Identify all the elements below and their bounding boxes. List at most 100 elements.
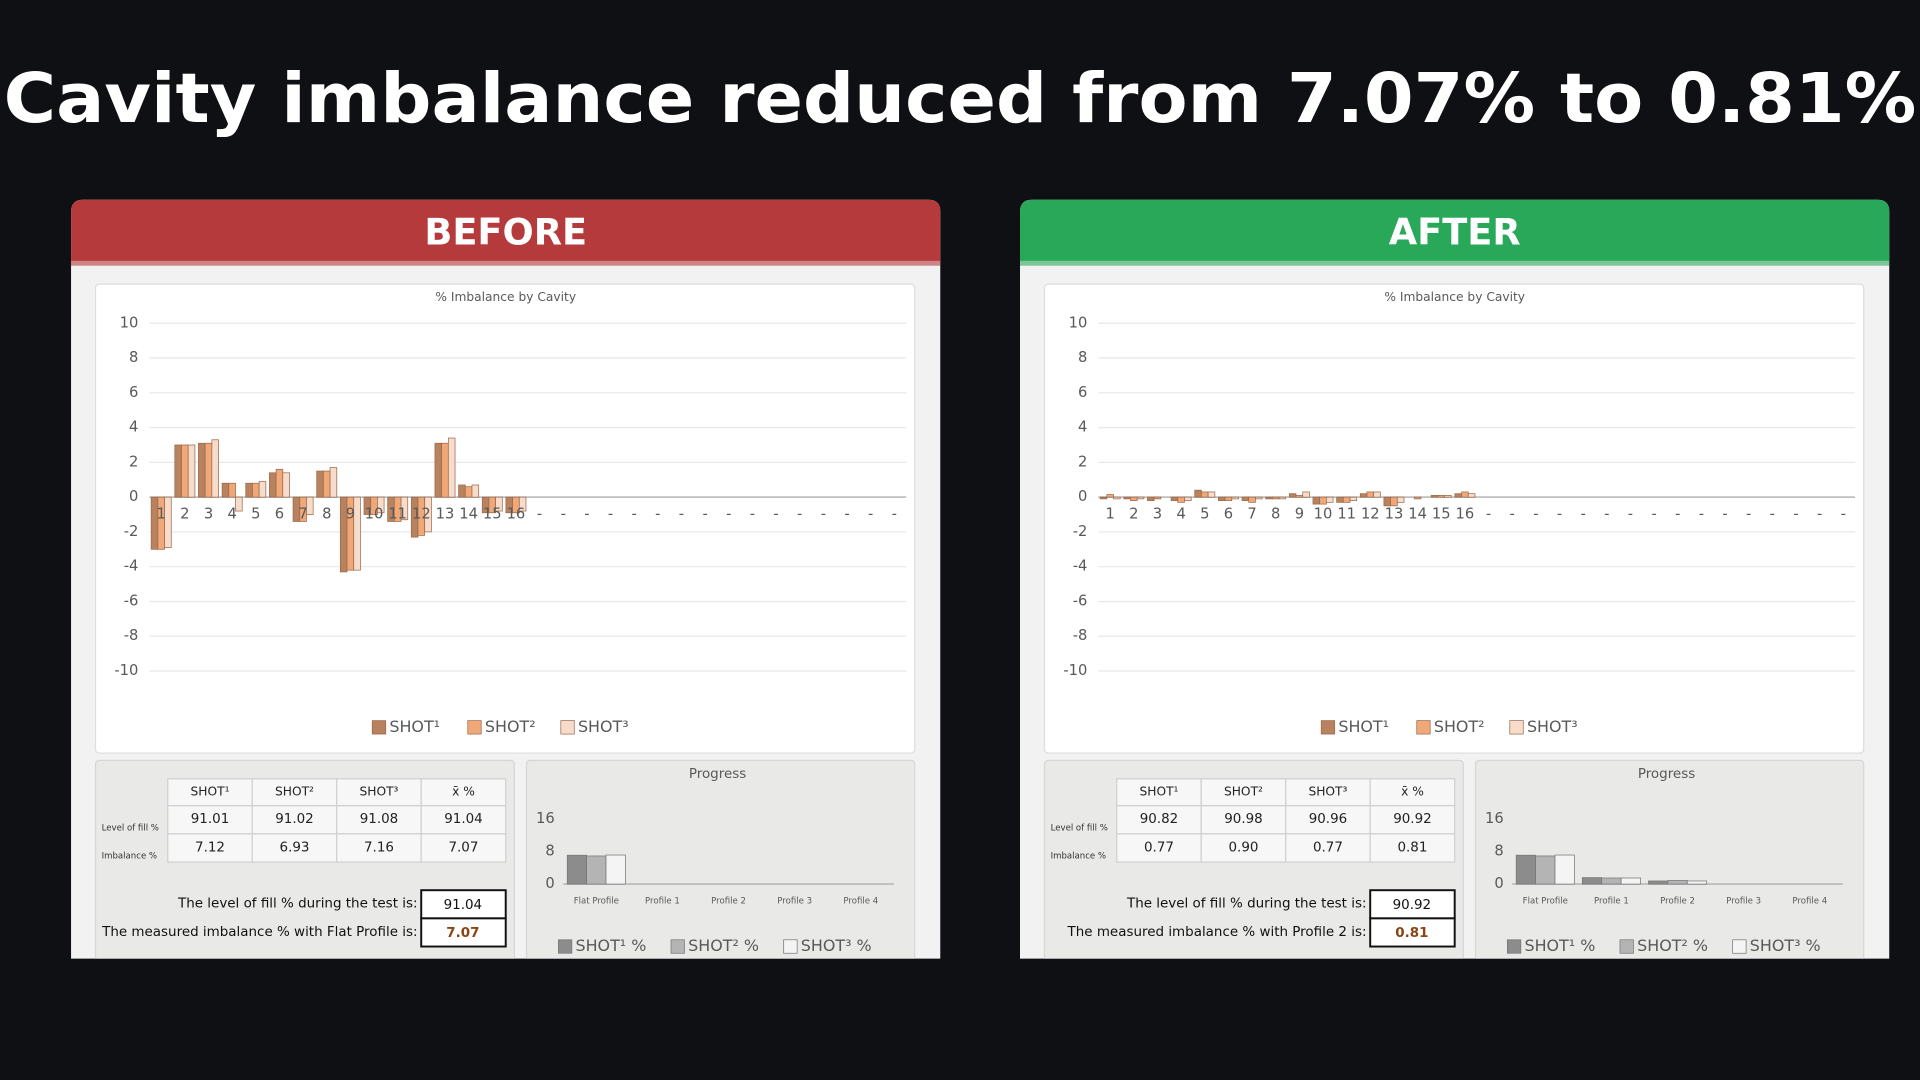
bar (316, 470, 324, 498)
table-header: SHOT³ (1308, 785, 1347, 799)
x-tick-label: 9 (346, 505, 355, 522)
bar (566, 854, 587, 885)
summary-text: The measured imbalance % with Flat Profi… (101, 925, 417, 940)
bar (1349, 496, 1358, 501)
bar (1342, 496, 1351, 503)
table-value: 0.90 (1228, 840, 1258, 855)
x-tick-label: 4 (227, 505, 236, 522)
bar (1336, 496, 1344, 503)
row-label: Imbalance % (1051, 851, 1106, 861)
row-label: Level of fill % (102, 823, 159, 833)
x-tick-label: - (1628, 505, 1633, 522)
x-tick-label: 3 (204, 505, 213, 522)
table-cell (251, 833, 338, 863)
bar (1113, 496, 1121, 500)
bar (1278, 496, 1287, 500)
panel-label: AFTER (1389, 210, 1521, 253)
table-value: 90.82 (1140, 812, 1179, 827)
bar (221, 482, 230, 498)
y-tick-label: 0 (1494, 875, 1503, 892)
table-cell (1200, 805, 1287, 835)
x-tick-label: 10 (365, 505, 384, 522)
bar (245, 482, 253, 498)
table-header: SHOT¹ (1139, 785, 1178, 799)
bar (323, 470, 331, 498)
summary-box (1369, 889, 1456, 920)
y-tick-label: 8 (129, 349, 138, 366)
bar (1467, 493, 1476, 498)
table-value: 90.96 (1309, 812, 1348, 827)
table-value: 90.92 (1393, 812, 1432, 827)
bar (1147, 496, 1155, 501)
bar (464, 486, 473, 498)
row-label: Level of fill % (1051, 823, 1108, 833)
x-tick-label: - (892, 505, 897, 522)
x-tick-label: Profile 2 (711, 897, 746, 907)
x-tick-label: - (632, 505, 637, 522)
bar (1326, 496, 1334, 503)
bar (1648, 880, 1669, 885)
bar (1667, 880, 1688, 885)
x-tick-label: - (537, 505, 542, 522)
table-header: SHOT¹ (191, 785, 230, 799)
y-tick-label: -2 (124, 523, 139, 540)
x-tick-label: 1 (1106, 505, 1115, 522)
bar (306, 496, 314, 515)
y-tick-label: 8 (1078, 349, 1087, 366)
legend-label: SHOT¹ (1338, 717, 1389, 736)
bar (424, 496, 432, 533)
table-cell (1369, 805, 1456, 835)
panel-header (1020, 199, 1890, 261)
y-tick-label: -6 (124, 592, 139, 609)
chart-title: Progress (1638, 767, 1695, 782)
slide-title: Cavity imbalance reduced from 7.07% to 0… (4, 59, 1917, 139)
legend-label: SHOT³ (1527, 717, 1578, 736)
bar (471, 484, 480, 498)
summary-box (420, 889, 507, 920)
bar (1461, 491, 1469, 498)
legend-swatch (1416, 720, 1431, 735)
y-tick-label: 16 (536, 810, 555, 827)
x-tick-label: - (821, 505, 826, 522)
x-tick-label: - (868, 505, 873, 522)
x-tick-label: Flat Profile (574, 897, 619, 907)
bar (1207, 491, 1216, 498)
bar (400, 496, 409, 521)
row-label: Imbalance % (102, 851, 157, 861)
y-tick-label: -8 (124, 627, 139, 644)
x-tick-label: - (608, 505, 613, 522)
table-header: SHOT² (275, 785, 314, 799)
y-tick-label: 4 (129, 419, 138, 436)
x-tick-label: 13 (436, 505, 455, 522)
legend-label: SHOT² (485, 717, 536, 736)
x-tick-label: 12 (412, 505, 431, 522)
table-cell (1116, 805, 1202, 835)
x-tick-label: - (1793, 505, 1798, 522)
bar (1201, 491, 1209, 498)
bar (1241, 496, 1250, 501)
legend-label: SHOT³ % (1750, 936, 1821, 955)
x-tick-label: - (1651, 505, 1656, 522)
y-tick-label: 2 (129, 453, 138, 470)
bar (1177, 496, 1185, 503)
x-tick-label: - (702, 505, 707, 522)
bar (1255, 496, 1263, 500)
y-tick-label: 10 (120, 314, 139, 331)
x-tick-label: - (844, 505, 849, 522)
y-tick-label: -2 (1073, 523, 1088, 540)
legend-label: SHOT² (1434, 717, 1485, 736)
x-tick-label: - (1770, 505, 1775, 522)
x-tick-label: 5 (251, 505, 260, 522)
table-cell (1285, 833, 1371, 863)
x-tick-label: - (1841, 505, 1846, 522)
table-cell (420, 833, 507, 863)
x-tick-label: - (773, 505, 778, 522)
x-tick-label: 3 (1153, 505, 1162, 522)
summary-value: 7.07 (446, 926, 479, 941)
x-tick-label: 15 (483, 505, 502, 522)
legend-swatch (1509, 720, 1524, 735)
legend-label: SHOT³ (578, 717, 629, 736)
x-tick-label: 7 (1247, 505, 1256, 522)
